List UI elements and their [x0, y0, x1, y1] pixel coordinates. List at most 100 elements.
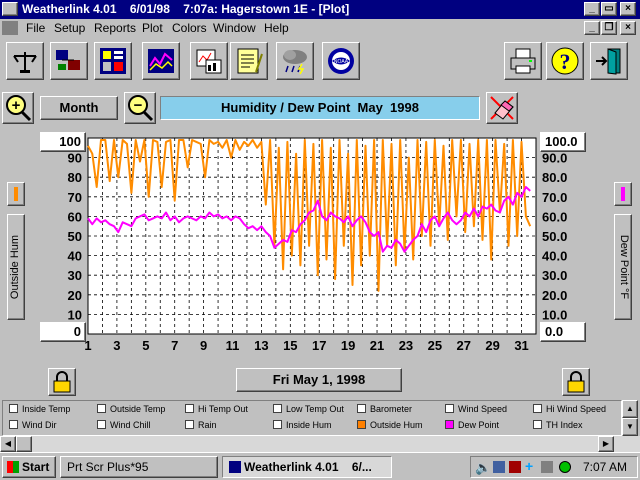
- left-lock-button[interactable]: [48, 368, 76, 396]
- legend-checkbox[interactable]: [357, 404, 366, 413]
- scroll-thumb[interactable]: [16, 436, 32, 452]
- legend-item[interactable]: Outside Temp: [97, 404, 165, 414]
- legend-checkbox[interactable]: [9, 420, 18, 429]
- left-axis-label-button[interactable]: Outside Hum: [7, 214, 25, 320]
- span-button[interactable]: Month: [40, 96, 118, 120]
- title-bar[interactable]: Weatherlink 4.01 6/01/98 7:07a: Hagersto…: [0, 0, 640, 19]
- legend-item[interactable]: Wind Speed: [445, 404, 507, 414]
- graph-button[interactable]: [142, 42, 180, 80]
- legend-item[interactable]: Dew Point: [445, 420, 499, 430]
- left-axis-max[interactable]: 100: [40, 132, 86, 152]
- task-weatherlink[interactable]: Weatherlink 4.01 6/...: [222, 456, 392, 478]
- padlock-icon: [567, 371, 585, 393]
- legend-item[interactable]: Inside Temp: [9, 404, 70, 414]
- legend-checkbox[interactable]: [273, 404, 282, 413]
- legend-checkbox[interactable]: [533, 420, 542, 429]
- maximize-button[interactable]: ▭: [601, 2, 617, 16]
- network-icon[interactable]: [493, 461, 505, 473]
- tray-status-icon[interactable]: [559, 461, 571, 473]
- legend-item[interactable]: Wind Dir: [9, 420, 57, 430]
- horizontal-scrollbar[interactable]: ◀ ▶: [0, 436, 640, 452]
- summary-button[interactable]: [190, 42, 228, 80]
- right-axis-label-button[interactable]: Dew Point °F: [614, 214, 632, 320]
- legend-checkbox[interactable]: [533, 404, 542, 413]
- tray-monitor-icon[interactable]: [541, 461, 553, 473]
- right-lock-button[interactable]: [562, 368, 590, 396]
- menu-colors[interactable]: Colors: [172, 21, 207, 35]
- legend-checkbox[interactable]: [97, 404, 106, 413]
- legend-item[interactable]: Inside Hum: [273, 420, 332, 430]
- bulletin-button[interactable]: [94, 42, 132, 80]
- zoom-out-button[interactable]: −: [124, 92, 156, 124]
- magnifier-plus-icon: +: [6, 95, 32, 122]
- document-menu-icon[interactable]: [2, 21, 18, 35]
- legend-item[interactable]: Outside Hum: [357, 420, 423, 430]
- minimize-button[interactable]: _: [584, 2, 600, 16]
- legend-checkbox[interactable]: [445, 420, 454, 429]
- x-tick-label: 27: [457, 338, 471, 353]
- doc-minimize-button[interactable]: _: [584, 21, 600, 35]
- station-icon: [13, 52, 37, 73]
- legend-checkbox[interactable]: [445, 404, 454, 413]
- weather-button[interactable]: [276, 42, 314, 80]
- task-prtscr[interactable]: Prt Scr Plus*95: [60, 456, 218, 478]
- legend-checkbox[interactable]: [97, 420, 106, 429]
- start-button[interactable]: Start: [2, 456, 56, 478]
- humidity-color-swatch: [14, 187, 18, 201]
- connection-button[interactable]: [50, 42, 88, 80]
- eraser-button[interactable]: [486, 92, 518, 124]
- zoom-in-button[interactable]: +: [2, 92, 34, 124]
- left-y-tick-label: 50: [68, 229, 82, 244]
- legend-item[interactable]: Wind Chill: [97, 420, 151, 430]
- legend-label: Dew Point: [458, 420, 500, 430]
- legend-label: Inside Temp: [22, 404, 71, 414]
- right-series-color-button[interactable]: [614, 182, 632, 206]
- legend-checkbox[interactable]: [273, 420, 282, 429]
- exit-button[interactable]: [590, 42, 628, 80]
- legend-label: Inside Hum: [286, 420, 332, 430]
- right-y-tick-label: 10.0: [542, 307, 567, 322]
- legend-item[interactable]: Rain: [185, 420, 217, 430]
- right-y-tick-label: 80.0: [542, 170, 567, 185]
- clock: 7:07 AM: [583, 460, 628, 474]
- left-series-color-button[interactable]: [7, 182, 25, 206]
- x-tick-label: 23: [399, 338, 413, 353]
- legend-item[interactable]: Low Temp Out: [273, 404, 344, 414]
- legend-checkbox[interactable]: [9, 404, 18, 413]
- legend-scroll-down[interactable]: ▼: [622, 418, 638, 436]
- left-axis-min[interactable]: 0: [40, 322, 86, 342]
- legend-item[interactable]: Hi Wind Speed: [533, 404, 606, 414]
- legend-item[interactable]: TH Index: [533, 420, 583, 430]
- print-button[interactable]: [504, 42, 542, 80]
- menu-help[interactable]: Help: [264, 21, 289, 35]
- doc-close-button[interactable]: ×: [620, 21, 636, 35]
- close-button[interactable]: ×: [620, 2, 636, 16]
- legend-item[interactable]: Barometer: [357, 404, 412, 414]
- doc-restore-button[interactable]: ❐: [601, 21, 617, 35]
- help-button[interactable]: ?: [546, 42, 584, 80]
- menu-file[interactable]: File: [26, 21, 46, 35]
- menu-reports[interactable]: Reports: [94, 21, 137, 35]
- legend-scroll-up[interactable]: ▲: [622, 400, 638, 418]
- notepad-button[interactable]: [230, 42, 268, 80]
- legend-checkbox[interactable]: [185, 404, 194, 413]
- app-menu-icon[interactable]: [2, 2, 18, 16]
- tray-plus-icon[interactable]: +: [525, 458, 534, 474]
- menu-setup[interactable]: Setup: [54, 21, 86, 35]
- legend-item[interactable]: Hi Temp Out: [185, 404, 248, 414]
- scroll-left-button[interactable]: ◀: [0, 436, 16, 452]
- noaa-button[interactable]: NOAA: [322, 42, 360, 80]
- menu-window[interactable]: Window: [213, 21, 256, 35]
- right-axis-max[interactable]: 100.0: [540, 132, 586, 152]
- scroll-right-button[interactable]: ▶: [598, 436, 614, 452]
- menu-plot[interactable]: Plot: [142, 21, 163, 35]
- right-axis-min[interactable]: 0.0: [540, 322, 586, 342]
- legend-checkbox[interactable]: [357, 420, 366, 429]
- legend-checkbox[interactable]: [185, 420, 194, 429]
- station-button[interactable]: [6, 42, 44, 80]
- speaker-icon[interactable]: 🔈: [475, 460, 492, 475]
- x-tick-label: 21: [370, 338, 384, 353]
- date-button[interactable]: Fri May 1, 1998: [236, 368, 402, 392]
- tray-app-icon[interactable]: [509, 461, 521, 473]
- right-y-tick-label: 20.0: [542, 288, 567, 303]
